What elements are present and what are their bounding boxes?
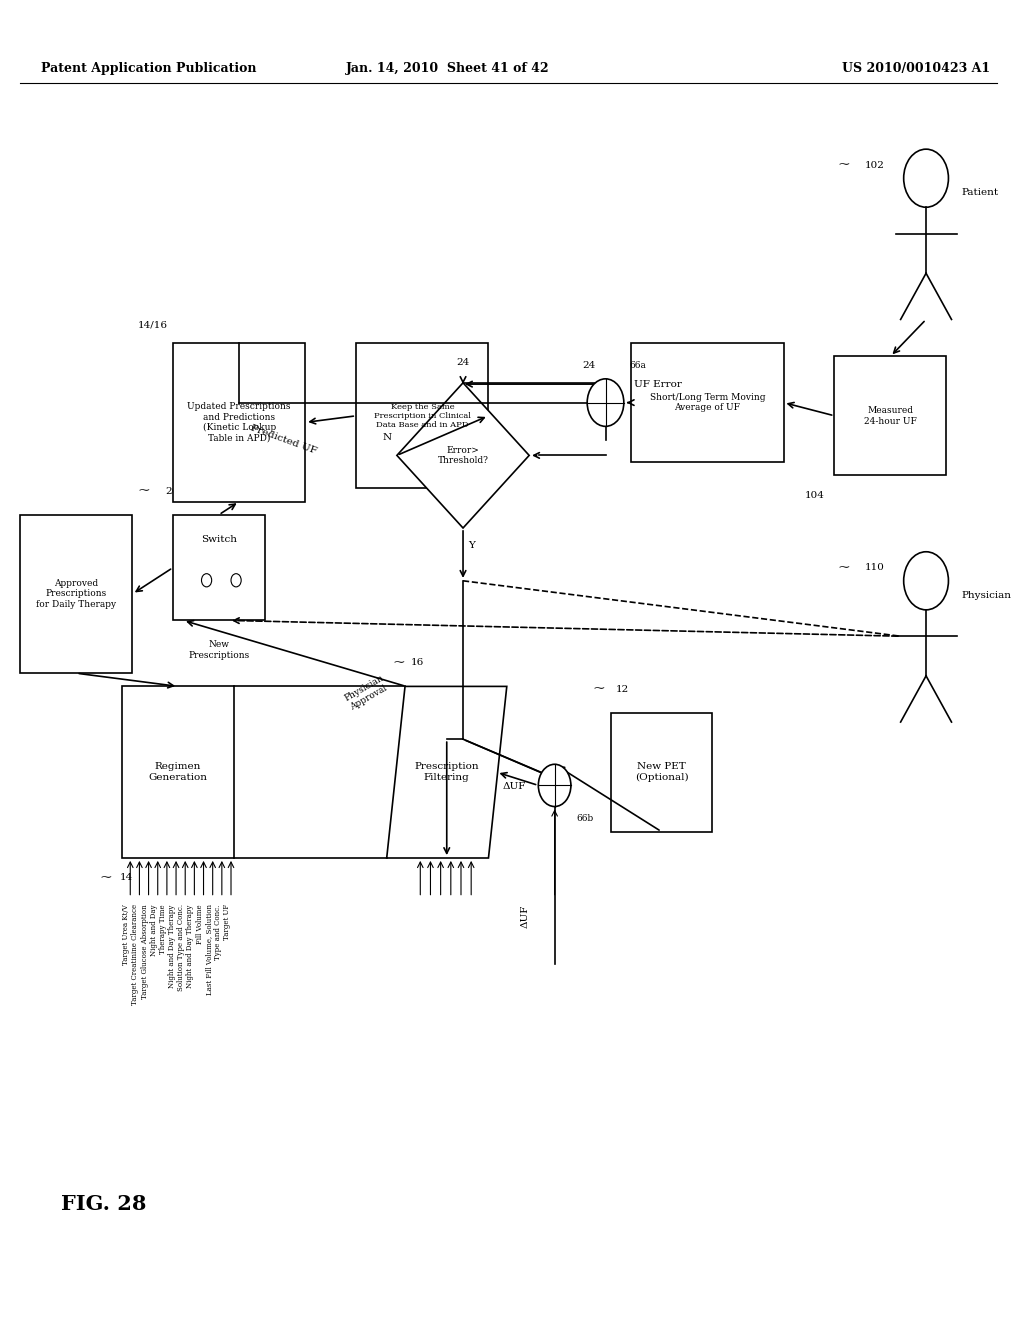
Text: 110: 110 xyxy=(865,564,885,572)
Text: Fill Volume: Fill Volume xyxy=(196,904,204,944)
Text: Short/Long Term Moving
Average of UF: Short/Long Term Moving Average of UF xyxy=(649,393,765,412)
Bar xyxy=(356,343,488,488)
Text: 12: 12 xyxy=(615,685,629,693)
Bar xyxy=(835,356,946,475)
Text: ~: ~ xyxy=(138,484,151,498)
Text: Therapy Time: Therapy Time xyxy=(159,904,167,954)
Bar xyxy=(610,713,713,832)
Text: Target Glucose Absorption: Target Glucose Absorption xyxy=(140,904,148,999)
Text: Night and Day Therapy: Night and Day Therapy xyxy=(186,904,195,987)
Text: 66b: 66b xyxy=(575,814,593,824)
Text: Regimen
Generation: Regimen Generation xyxy=(148,763,208,781)
Text: Night and Day Therapy: Night and Day Therapy xyxy=(168,904,176,987)
Text: New
Prescriptions: New Prescriptions xyxy=(188,640,250,660)
Text: ~: ~ xyxy=(837,561,850,574)
Text: N: N xyxy=(383,433,392,442)
Text: Night and Day: Night and Day xyxy=(150,904,158,956)
Circle shape xyxy=(903,552,948,610)
Text: Physician: Physician xyxy=(962,591,1012,599)
Text: Target UF: Target UF xyxy=(223,904,231,940)
Text: Predicted UF: Predicted UF xyxy=(249,424,317,455)
Text: 102: 102 xyxy=(865,161,885,169)
Text: ~: ~ xyxy=(593,682,605,696)
Text: Prescription
Filtering: Prescription Filtering xyxy=(415,763,479,781)
Text: Physician
Approval: Physician Approval xyxy=(342,673,390,713)
Text: Target Urea Kt/V: Target Urea Kt/V xyxy=(122,904,130,965)
Text: Last Fill Volume, Solution: Last Fill Volume, Solution xyxy=(205,904,213,995)
Circle shape xyxy=(539,764,571,807)
Text: 14/16: 14/16 xyxy=(138,321,168,329)
Text: 14: 14 xyxy=(120,874,133,882)
Text: Updated Prescriptions
and Predictions
(Kinetic Lookup
Table in APD): Updated Prescriptions and Predictions (K… xyxy=(187,403,291,442)
Text: ΔUF: ΔUF xyxy=(520,904,529,928)
Polygon shape xyxy=(387,686,507,858)
Text: Type and Conc.: Type and Conc. xyxy=(214,904,222,960)
Text: US 2010/0010423 A1: US 2010/0010423 A1 xyxy=(842,62,990,75)
Circle shape xyxy=(903,149,948,207)
Text: ~: ~ xyxy=(392,656,406,669)
Bar xyxy=(122,686,234,858)
Text: 66a: 66a xyxy=(629,360,646,370)
Text: 24: 24 xyxy=(582,360,595,370)
Circle shape xyxy=(587,379,624,426)
Text: 26: 26 xyxy=(165,487,178,495)
Text: ~: ~ xyxy=(837,158,850,172)
Text: Y: Y xyxy=(468,541,475,550)
Circle shape xyxy=(231,574,242,587)
Text: ~: ~ xyxy=(99,871,112,884)
Bar xyxy=(20,515,132,673)
Text: 26: 26 xyxy=(269,487,283,495)
Text: Jan. 14, 2010  Sheet 41 of 42: Jan. 14, 2010 Sheet 41 of 42 xyxy=(346,62,550,75)
Text: New PET
(Optional): New PET (Optional) xyxy=(635,763,688,781)
Text: Keep the Same
Prescription in Clinical
Data Base and in APD: Keep the Same Prescription in Clinical D… xyxy=(374,403,471,429)
Text: Approved
Prescriptions
for Daily Therapy: Approved Prescriptions for Daily Therapy xyxy=(36,579,117,609)
Polygon shape xyxy=(397,383,529,528)
Text: 16: 16 xyxy=(411,659,424,667)
Text: Switch: Switch xyxy=(201,535,237,544)
Text: Patent Application Publication: Patent Application Publication xyxy=(41,62,256,75)
Text: FIG. 28: FIG. 28 xyxy=(61,1195,146,1214)
Bar xyxy=(173,343,305,502)
Bar xyxy=(631,343,783,462)
Text: Measured
24-hour UF: Measured 24-hour UF xyxy=(864,407,916,425)
Text: 24: 24 xyxy=(457,358,470,367)
Text: Error>
Threshold?: Error> Threshold? xyxy=(437,446,488,465)
Text: ΔUF: ΔUF xyxy=(502,783,525,791)
Text: UF Error: UF Error xyxy=(634,380,682,389)
Text: Target Creatinine Clearance: Target Creatinine Clearance xyxy=(131,904,139,1006)
Text: 104: 104 xyxy=(805,491,824,499)
Circle shape xyxy=(202,574,212,587)
Text: Solution Type and Conc.: Solution Type and Conc. xyxy=(177,904,185,991)
Text: Patient: Patient xyxy=(962,189,998,197)
Bar xyxy=(173,515,264,620)
